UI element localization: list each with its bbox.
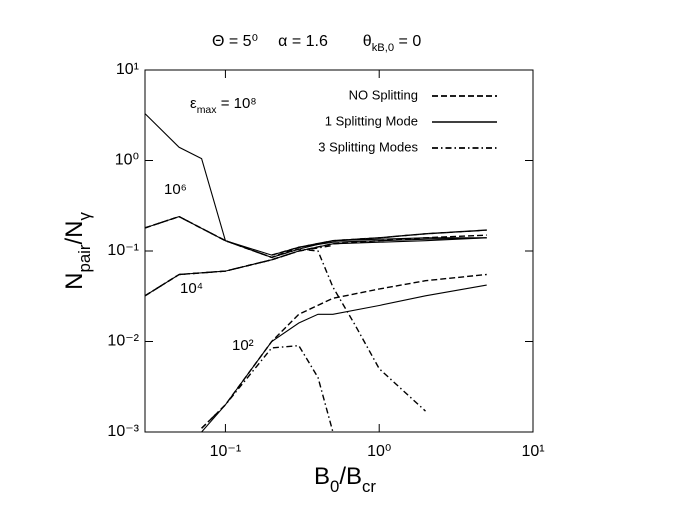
y-axis-label: Npair/Nγ bbox=[61, 212, 94, 290]
x-axis-label: B0/Bcr bbox=[314, 463, 376, 496]
top-label-part: θ bbox=[363, 33, 372, 50]
y-tick-label: 10¹ bbox=[116, 61, 139, 78]
curve bbox=[145, 244, 334, 297]
y-axis-label-part: /N bbox=[61, 221, 88, 245]
curve-annotation-part: 10² bbox=[232, 337, 254, 354]
curve-annotation-part: max bbox=[197, 104, 218, 116]
top-label: Θ = 5⁰ bbox=[212, 33, 258, 50]
y-tick-label: 10⁻² bbox=[107, 333, 139, 350]
x-tick-label: 10⁻¹ bbox=[210, 443, 242, 460]
curve-annotation: 10⁶ bbox=[164, 181, 187, 198]
legend-label: NO Splitting bbox=[349, 87, 418, 102]
curve bbox=[201, 344, 334, 432]
curve bbox=[145, 215, 426, 412]
curve-annotation-part: ε bbox=[190, 95, 197, 112]
x-axis-label-part: 0 bbox=[330, 477, 339, 496]
top-label-part: α = 1.6 bbox=[278, 33, 328, 50]
y-axis-label-part: pair bbox=[75, 244, 94, 272]
top-label-part: Θ = 5⁰ bbox=[212, 33, 258, 50]
top-label: θkB,0 = 0 bbox=[363, 33, 422, 54]
curve-annotation: 10² bbox=[232, 337, 254, 354]
x-axis-label-part: cr bbox=[362, 477, 376, 496]
y-axis-label-part: γ bbox=[75, 212, 94, 221]
x-axis-label-part: /B bbox=[339, 463, 362, 490]
plot-area bbox=[145, 113, 487, 432]
x-tick-label: 10⁰ bbox=[367, 443, 391, 460]
top-label-part: kB,0 bbox=[372, 42, 394, 54]
curve-annotation-part: 10⁶ bbox=[164, 181, 187, 198]
curve-annotation-part: 10⁴ bbox=[180, 280, 203, 297]
top-label-part: = 0 bbox=[394, 33, 421, 50]
y-tick-label: 10⁰ bbox=[115, 152, 139, 169]
curve bbox=[201, 284, 487, 432]
x-axis-label-part: B bbox=[314, 463, 330, 490]
curve bbox=[145, 113, 487, 256]
x-tick-label: 10¹ bbox=[521, 443, 544, 460]
top-label: α = 1.6 bbox=[278, 33, 328, 50]
legend-label: 3 Splitting Modes bbox=[318, 139, 418, 154]
curve-annotation: εmax = 10⁸ bbox=[190, 95, 257, 116]
y-axis-label-part: N bbox=[61, 273, 88, 290]
curve-annotation: 10⁴ bbox=[180, 280, 203, 297]
legend-label: 1 Splitting Mode bbox=[325, 113, 418, 128]
curve-annotation-part: = 10⁸ bbox=[217, 95, 257, 112]
y-tick-label: 10⁻³ bbox=[107, 423, 139, 440]
y-tick-label: 10⁻¹ bbox=[107, 242, 139, 259]
